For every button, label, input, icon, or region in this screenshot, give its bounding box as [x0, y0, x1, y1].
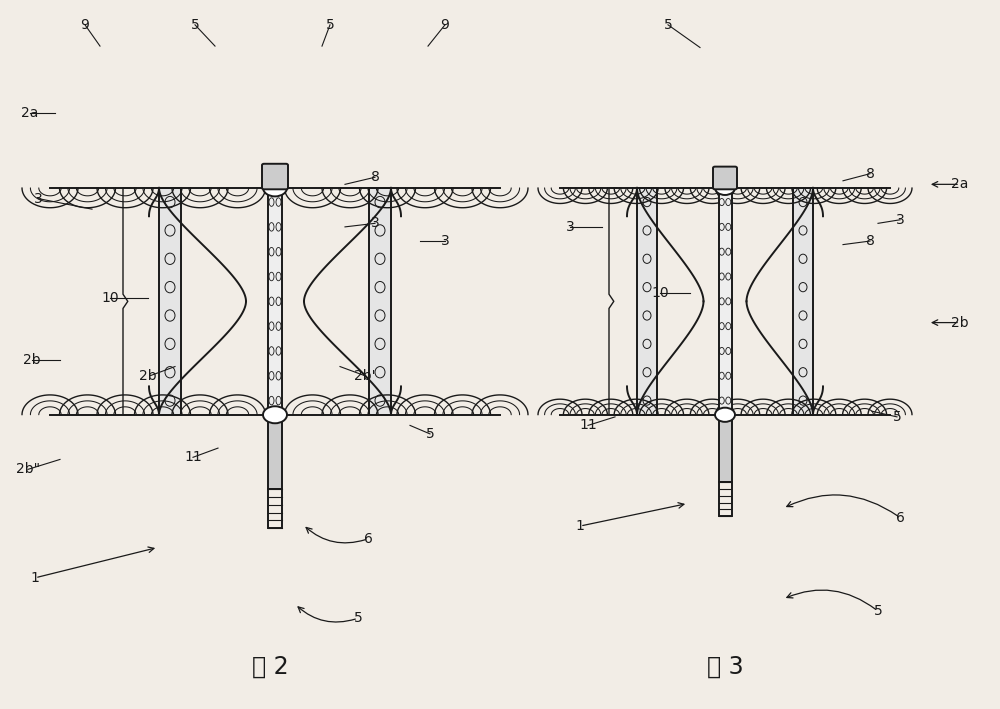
Text: 5: 5	[191, 18, 199, 32]
Text: 10: 10	[651, 286, 669, 300]
Text: 11: 11	[184, 450, 202, 464]
FancyBboxPatch shape	[718, 415, 732, 482]
Circle shape	[715, 181, 735, 195]
Text: 5: 5	[326, 18, 334, 32]
FancyBboxPatch shape	[793, 188, 813, 415]
Text: 10: 10	[101, 291, 119, 305]
FancyBboxPatch shape	[268, 188, 282, 415]
Text: 9: 9	[81, 18, 89, 32]
Circle shape	[263, 406, 287, 423]
Text: 3: 3	[371, 216, 379, 230]
Text: 3: 3	[896, 213, 904, 227]
Text: 5: 5	[893, 410, 901, 424]
Circle shape	[263, 179, 287, 196]
Text: 2b: 2b	[951, 316, 969, 330]
Text: 6: 6	[896, 510, 904, 525]
Text: 5: 5	[874, 604, 882, 618]
Text: 9: 9	[441, 18, 449, 32]
Text: 3: 3	[441, 234, 449, 248]
Text: 图 2: 图 2	[252, 654, 288, 679]
Text: 2b": 2b"	[16, 462, 40, 476]
FancyBboxPatch shape	[268, 415, 282, 489]
FancyBboxPatch shape	[713, 167, 737, 189]
Text: 6: 6	[364, 532, 372, 546]
Text: 3: 3	[566, 220, 574, 234]
Text: 8: 8	[371, 170, 379, 184]
FancyBboxPatch shape	[262, 164, 288, 189]
Text: 3: 3	[34, 191, 42, 206]
Text: 2a: 2a	[21, 106, 39, 121]
Text: 1: 1	[576, 519, 584, 533]
Text: 11: 11	[579, 418, 597, 432]
Text: 5: 5	[664, 18, 672, 32]
FancyBboxPatch shape	[159, 188, 181, 415]
Text: 图 3: 图 3	[707, 654, 743, 679]
Circle shape	[715, 408, 735, 422]
FancyBboxPatch shape	[369, 188, 391, 415]
Text: 5: 5	[354, 611, 362, 625]
Text: 2b': 2b'	[139, 369, 161, 383]
Text: 2b': 2b'	[354, 369, 376, 383]
Text: 8: 8	[866, 167, 874, 181]
Text: 2b: 2b	[23, 353, 41, 367]
FancyBboxPatch shape	[637, 188, 657, 415]
FancyBboxPatch shape	[718, 188, 732, 415]
Text: 1: 1	[31, 571, 39, 585]
Text: 8: 8	[866, 234, 874, 248]
Text: 2a: 2a	[951, 177, 969, 191]
Text: 5: 5	[426, 427, 434, 441]
